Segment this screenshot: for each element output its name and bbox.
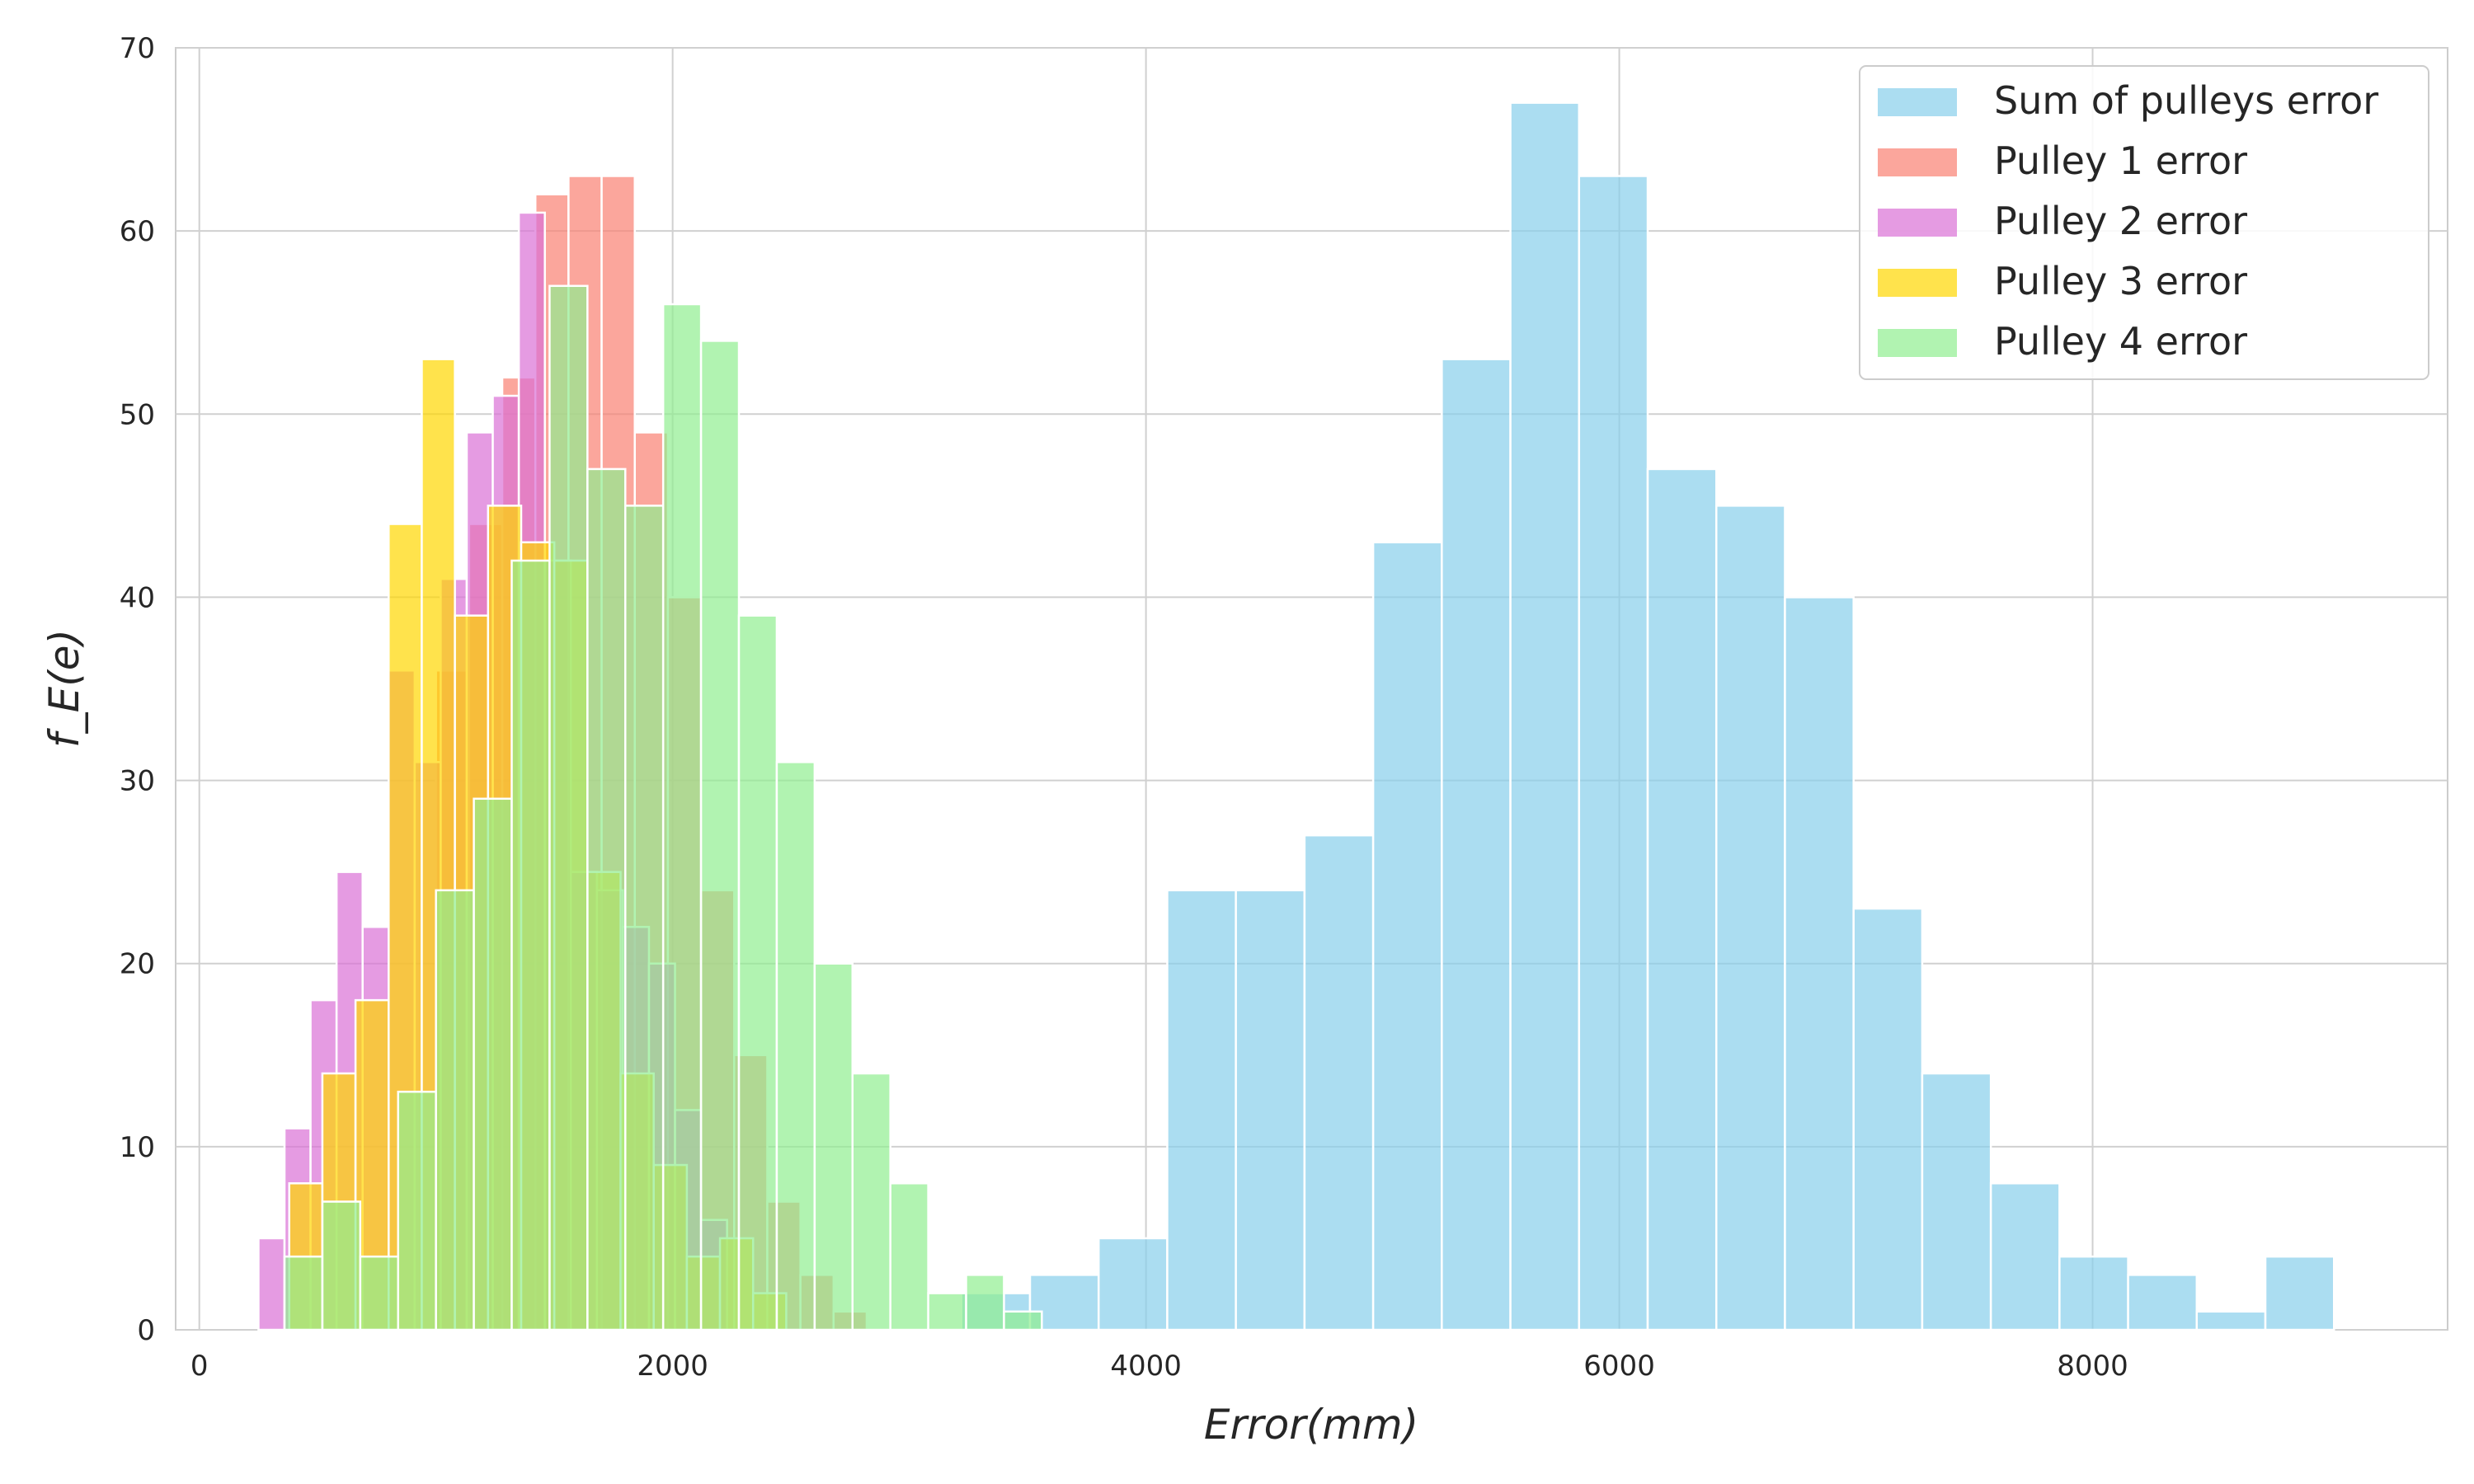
- bar-series-5-bin-8: [548, 284, 589, 1331]
- legend-label-1: Sum of pulleys error: [1994, 78, 2378, 123]
- bar-series-1-bin-8: [1441, 358, 1512, 1331]
- bar-series-5-bin-17: [889, 1182, 929, 1331]
- bar-series-1-bin-16: [1989, 1182, 2061, 1331]
- bar-series-1-bin-20: [2264, 1255, 2335, 1331]
- y-tick-label-40: 40: [120, 581, 155, 614]
- legend: Sum of pulleys error Pulley 1 error Pulley…: [1859, 65, 2429, 380]
- x-tick-label-0: 0: [190, 1350, 209, 1383]
- bar-series-5-bin-14: [775, 761, 816, 1331]
- bar-series-1-bin-9: [1509, 101, 1581, 1331]
- bar-series-5-bin-20: [1003, 1310, 1043, 1331]
- y-axis-ticks: 0 10 20 30 40 50 60 70: [120, 32, 155, 1347]
- bar-series-5-bin-10: [624, 505, 665, 1331]
- bar-series-5-bin-3: [359, 1255, 400, 1331]
- bar-series-5-bin-13: [737, 614, 778, 1331]
- x-tick-label-8000: 8000: [2057, 1350, 2128, 1383]
- bar-series-1-bin-7: [1371, 541, 1443, 1331]
- series-5-bars: [283, 284, 1043, 1331]
- bar-series-5-bin-18: [927, 1292, 967, 1331]
- y-axis-label: f_E(e): [40, 629, 88, 748]
- bar-series-5-bin-4: [397, 1090, 437, 1331]
- legend-swatch-4: [1878, 269, 1957, 297]
- bar-series-1-bin-3: [1097, 1237, 1169, 1331]
- y-tick-label-10: 10: [120, 1131, 155, 1164]
- bar-series-5-bin-1: [283, 1255, 324, 1331]
- legend-label-4: Pulley 3 error: [1994, 259, 2247, 303]
- legend-label-3: Pulley 2 error: [1994, 199, 2247, 243]
- bar-series-3-bin-1: [257, 1237, 286, 1331]
- legend-swatch-1: [1878, 88, 1957, 116]
- bar-series-5-bin-6: [473, 797, 513, 1331]
- x-tick-label-4000: 4000: [1110, 1350, 1182, 1383]
- bar-series-5-bin-9: [586, 467, 627, 1331]
- bar-series-1-bin-13: [1784, 596, 1855, 1331]
- legend-swatch-3: [1878, 209, 1957, 237]
- y-tick-label-70: 70: [120, 32, 155, 65]
- series-1-bars: [960, 101, 2335, 1331]
- y-tick-label-50: 50: [120, 398, 155, 431]
- x-axis-ticks: 0 2000 4000 6000 8000: [190, 1350, 2128, 1383]
- bar-series-1-bin-6: [1303, 834, 1375, 1331]
- bar-series-5-bin-15: [813, 962, 854, 1331]
- legend-label-2: Pulley 1 error: [1994, 139, 2247, 183]
- bar-series-5-bin-19: [965, 1274, 1005, 1331]
- bar-series-5-bin-16: [851, 1072, 891, 1331]
- bar-series-1-bin-14: [1852, 907, 1924, 1331]
- x-tick-label-6000: 6000: [1583, 1350, 1655, 1383]
- bar-series-1-bin-12: [1714, 505, 1786, 1331]
- y-tick-label-0: 0: [137, 1314, 155, 1347]
- legend-label-5: Pulley 4 error: [1994, 319, 2247, 364]
- y-tick-label-20: 20: [120, 948, 155, 981]
- bar-series-5-bin-7: [510, 559, 551, 1331]
- bar-series-5-bin-2: [321, 1200, 362, 1331]
- bar-series-5-bin-5: [435, 889, 475, 1331]
- bar-series-1-bin-17: [2058, 1255, 2129, 1331]
- x-axis-label: Error(mm): [1204, 1401, 1418, 1449]
- bar-series-1-bin-4: [1166, 889, 1237, 1331]
- legend-swatch-5: [1878, 329, 1957, 357]
- legend-frame: [1859, 65, 2429, 380]
- bar-series-5-bin-11: [661, 303, 703, 1331]
- x-tick-label-2000: 2000: [637, 1350, 708, 1383]
- bar-series-1-bin-18: [2127, 1274, 2199, 1331]
- legend-swatch-2: [1878, 148, 1957, 176]
- y-tick-label-30: 30: [120, 765, 155, 798]
- y-tick-label-60: 60: [120, 215, 155, 248]
- bar-series-5-bin-12: [699, 340, 741, 1331]
- bar-series-1-bin-15: [1921, 1072, 1992, 1331]
- bar-series-1-bin-11: [1646, 467, 1718, 1331]
- bar-series-1-bin-5: [1235, 889, 1306, 1331]
- bar-series-1-bin-19: [2195, 1310, 2267, 1331]
- bar-series-1-bin-10: [1578, 175, 1649, 1331]
- histogram-bars: [257, 101, 2335, 1331]
